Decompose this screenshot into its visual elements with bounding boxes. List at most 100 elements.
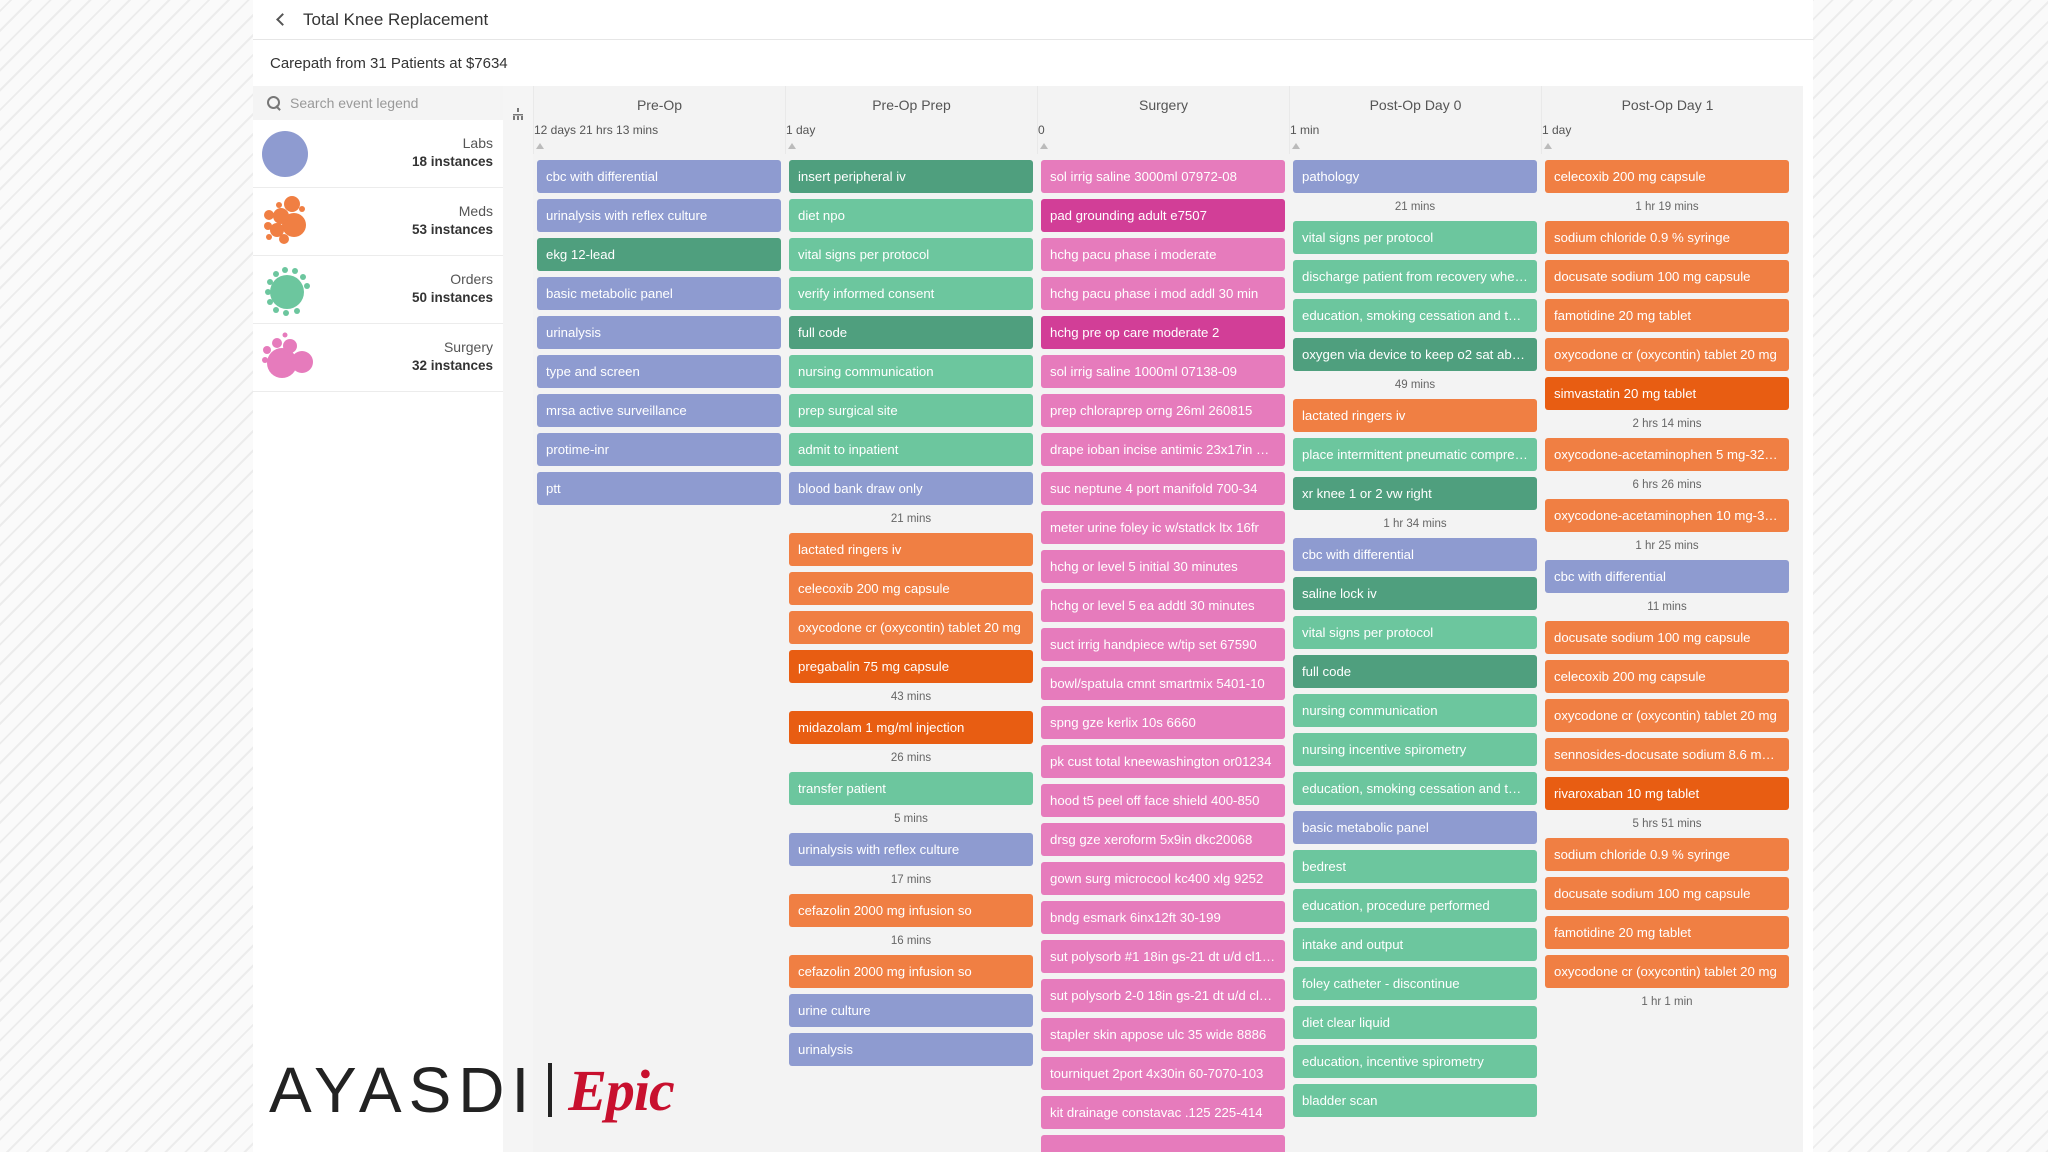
event-item[interactable]: cbc with differential bbox=[537, 160, 781, 193]
event-item[interactable]: suc neptune 4 port manifold 700-34 bbox=[1041, 472, 1285, 505]
event-item[interactable]: oxycodone-acetaminophen 10 mg-325 mg bbox=[1545, 499, 1789, 532]
event-item[interactable]: hchg pacu phase i moderate bbox=[1041, 238, 1285, 271]
event-item[interactable]: drape ioban incise antimic 23x17in 6651 bbox=[1041, 433, 1285, 466]
event-item[interactable]: foley catheter - discontinue bbox=[1293, 967, 1537, 1000]
event-item[interactable]: oxycodone cr (oxycontin) tablet 20 mg bbox=[1545, 338, 1789, 371]
event-item[interactable]: mrsa active surveillance bbox=[537, 394, 781, 427]
event-item[interactable]: hchg or level 5 initial 30 minutes bbox=[1041, 550, 1285, 583]
event-item[interactable]: diet npo bbox=[789, 199, 1033, 232]
event-item[interactable]: sut polysorb #1 18in gs-21 dt u/d cl1201 bbox=[1041, 940, 1285, 973]
event-item[interactable]: hood t5 peel off face shield 400-850 bbox=[1041, 784, 1285, 817]
stage-header[interactable]: Surgery 0 bbox=[1037, 86, 1289, 154]
event-item[interactable]: sol irrig saline 3000ml 07972-08 bbox=[1041, 160, 1285, 193]
event-item[interactable]: verify informed consent bbox=[789, 277, 1033, 310]
event-item[interactable]: bowl/spatula cmnt smartmix 5401-10 bbox=[1041, 667, 1285, 700]
event-item[interactable]: sennosides-docusate sodium 8.6 mg-50 mg bbox=[1545, 738, 1789, 771]
event-item[interactable]: rivaroxaban 10 mg tablet bbox=[1545, 777, 1789, 810]
event-item[interactable]: drsg gze xeroform 5x9in dkc20068 bbox=[1041, 823, 1285, 856]
event-item[interactable]: bndg esmark 6inx12ft 30-199 bbox=[1041, 901, 1285, 934]
legend-item-orders[interactable]: Orders 50 instances bbox=[253, 256, 503, 324]
event-item[interactable]: basic metabolic panel bbox=[537, 277, 781, 310]
event-item[interactable]: hchg or level 5 ea addtl 30 minutes bbox=[1041, 589, 1285, 622]
event-item[interactable]: saline lock iv bbox=[1293, 577, 1537, 610]
event-item[interactable]: insert peripheral iv bbox=[789, 160, 1033, 193]
event-item[interactable]: admit to inpatient bbox=[789, 433, 1033, 466]
stage-header[interactable]: Post-Op Day 0 1 min bbox=[1289, 86, 1541, 154]
event-item[interactable]: stapler skin appose ulc 35 wide 8886 bbox=[1041, 1018, 1285, 1051]
event-item[interactable]: sut polysorb 2-0 18in gs-21 dt u/d cl120… bbox=[1041, 979, 1285, 1012]
stage-header[interactable]: Post-Op Day 1 1 day bbox=[1541, 86, 1793, 154]
event-item[interactable]: docusate sodium 100 mg capsule bbox=[1545, 877, 1789, 910]
event-item[interactable]: vital signs per protocol bbox=[1293, 221, 1537, 254]
event-item[interactable]: celecoxib 200 mg capsule bbox=[789, 572, 1033, 605]
event-item[interactable]: urinalysis with reflex culture bbox=[537, 199, 781, 232]
event-item[interactable]: famotidine 20 mg tablet bbox=[1545, 299, 1789, 332]
event-item[interactable]: hchg pre op care moderate 2 bbox=[1041, 316, 1285, 349]
event-item[interactable]: full code bbox=[1293, 655, 1537, 688]
event-item[interactable]: protime-inr bbox=[537, 433, 781, 466]
event-item[interactable]: cbc with differential bbox=[1293, 538, 1537, 571]
event-item[interactable]: prep chloraprep orng 26ml 260815 bbox=[1041, 394, 1285, 427]
event-item[interactable]: full code bbox=[789, 316, 1033, 349]
legend-item-meds[interactable]: Meds 53 instances bbox=[253, 188, 503, 256]
event-item[interactable]: oxycodone cr (oxycontin) tablet 20 mg bbox=[789, 611, 1033, 644]
event-item[interactable]: cefazolin 2000 mg infusion so bbox=[789, 955, 1033, 988]
event-item[interactable]: kit drainage constavac .125 225-414 bbox=[1041, 1096, 1285, 1129]
event-item[interactable]: prep surgical site bbox=[789, 394, 1033, 427]
event-item[interactable]: xr knee 1 or 2 vw right bbox=[1293, 477, 1537, 510]
event-item[interactable]: hchg pacu phase i mod addl 30 min bbox=[1041, 277, 1285, 310]
event-item[interactable]: celecoxib 200 mg capsule bbox=[1545, 660, 1789, 693]
event-item[interactable]: ptt bbox=[537, 472, 781, 505]
event-item[interactable]: simvastatin 20 mg tablet bbox=[1545, 377, 1789, 410]
event-item[interactable]: education, incentive spirometry bbox=[1293, 1045, 1537, 1078]
event-item[interactable]: bladder scan bbox=[1293, 1084, 1537, 1117]
stage-header[interactable]: Pre-Op Prep 1 day bbox=[785, 86, 1037, 154]
event-item[interactable]: lactated ringers iv bbox=[789, 533, 1033, 566]
event-item[interactable]: blood bank draw only bbox=[789, 472, 1033, 505]
legend-item-labs[interactable]: Labs 18 instances bbox=[253, 120, 503, 188]
event-item[interactable]: urine culture bbox=[789, 994, 1033, 1027]
event-item[interactable]: diet clear liquid bbox=[1293, 1006, 1537, 1039]
event-item[interactable]: celecoxib 200 mg capsule bbox=[1545, 160, 1789, 193]
search-input[interactable] bbox=[290, 95, 480, 111]
event-item[interactable]: education, smoking cessation and tobacco… bbox=[1293, 299, 1537, 332]
event-item[interactable]: docusate sodium 100 mg capsule bbox=[1545, 260, 1789, 293]
back-arrow-icon[interactable] bbox=[269, 9, 291, 31]
event-item[interactable]: discharge patient from recovery when cri… bbox=[1293, 260, 1537, 293]
event-item[interactable]: sodium chloride 0.9 % syringe bbox=[1545, 221, 1789, 254]
event-item[interactable]: sol irrig saline 1000ml 07138-09 bbox=[1041, 355, 1285, 388]
event-item[interactable]: intake and output bbox=[1293, 928, 1537, 961]
event-item[interactable] bbox=[1041, 1135, 1285, 1152]
event-item[interactable]: lactated ringers iv bbox=[1293, 399, 1537, 432]
event-item[interactable]: nursing communication bbox=[789, 355, 1033, 388]
event-item[interactable]: ekg 12-lead bbox=[537, 238, 781, 271]
event-item[interactable]: spng gze kerlix 10s 6660 bbox=[1041, 706, 1285, 739]
event-item[interactable]: education, smoking cessation and tobacco… bbox=[1293, 772, 1537, 805]
event-item[interactable]: suct irrig handpiece w/tip set 67590 bbox=[1041, 628, 1285, 661]
event-item[interactable]: urinalysis with reflex culture bbox=[789, 833, 1033, 866]
event-item[interactable]: meter urine foley ic w/statlck ltx 16fr bbox=[1041, 511, 1285, 544]
event-item[interactable]: urinalysis bbox=[789, 1033, 1033, 1066]
event-item[interactable]: place intermittent pneumatic compression… bbox=[1293, 438, 1537, 471]
event-item[interactable]: oxycodone cr (oxycontin) tablet 20 mg bbox=[1545, 699, 1789, 732]
event-item[interactable]: pregabalin 75 mg capsule bbox=[789, 650, 1033, 683]
event-item[interactable]: nursing communication bbox=[1293, 694, 1537, 727]
event-item[interactable]: cefazolin 2000 mg infusion so bbox=[789, 894, 1033, 927]
event-item[interactable]: type and screen bbox=[537, 355, 781, 388]
event-item[interactable]: bedrest bbox=[1293, 850, 1537, 883]
event-item[interactable]: oxycodone cr (oxycontin) tablet 20 mg bbox=[1545, 955, 1789, 988]
event-item[interactable]: urinalysis bbox=[537, 316, 781, 349]
stage-header[interactable]: Pre-Op 12 days 21 hrs 13 mins bbox=[533, 86, 785, 154]
event-item[interactable]: cbc with differential bbox=[1545, 560, 1789, 593]
event-item[interactable]: famotidine 20 mg tablet bbox=[1545, 916, 1789, 949]
event-item[interactable]: vital signs per protocol bbox=[789, 238, 1033, 271]
event-item[interactable]: oxycodone-acetaminophen 5 mg-325 mg bbox=[1545, 438, 1789, 471]
event-item[interactable]: pathology bbox=[1293, 160, 1537, 193]
event-item[interactable]: education, procedure performed bbox=[1293, 889, 1537, 922]
event-item[interactable]: gown surg microcool kc400 xlg 9252 bbox=[1041, 862, 1285, 895]
event-item[interactable]: basic metabolic panel bbox=[1293, 811, 1537, 844]
event-item[interactable]: midazolam 1 mg/ml injection bbox=[789, 711, 1033, 744]
event-item[interactable]: nursing incentive spirometry bbox=[1293, 733, 1537, 766]
event-item[interactable]: pk cust total kneewashington or01234 bbox=[1041, 745, 1285, 778]
sort-icon[interactable] bbox=[512, 107, 524, 121]
